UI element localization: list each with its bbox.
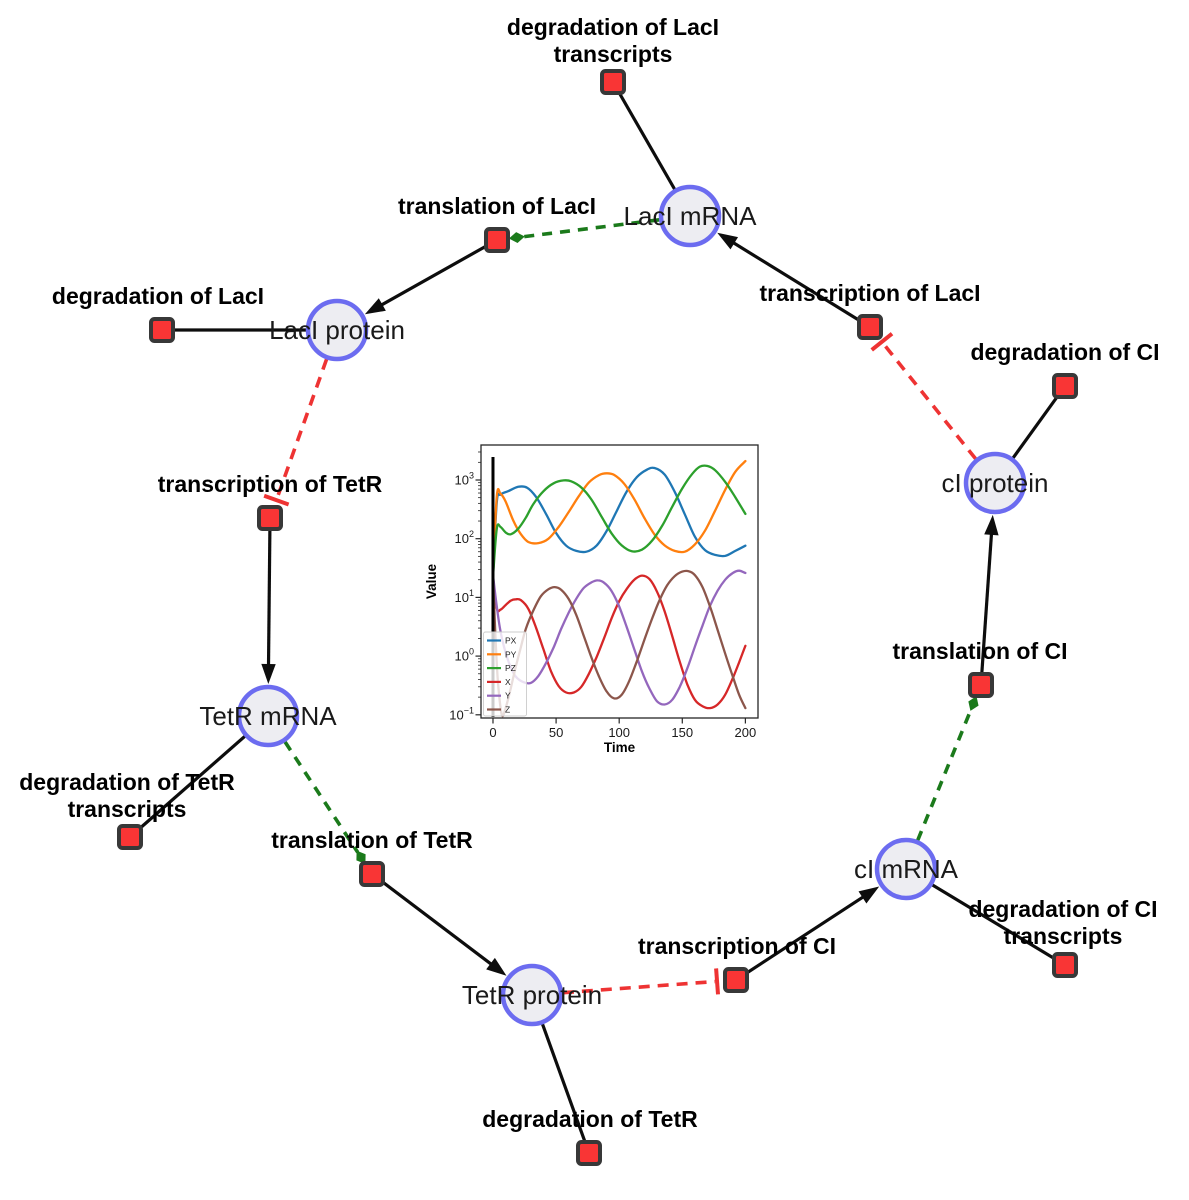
edge-production-tl_ci-ci_protein	[979, 524, 994, 686]
edges-layer	[128, 81, 1067, 1154]
reaction-node-deg_laci	[149, 317, 175, 343]
reaction-label-tc_tetr: transcription of TetR	[158, 471, 383, 497]
chart-legend: PX PY PZ XYZ	[483, 631, 527, 717]
reaction-label-deg_laci: degradation of LacI	[52, 283, 264, 309]
series-line-X	[491, 574, 747, 710]
edge-catalysis-tetr_mrna-tl_tetr-diamond-icon	[356, 850, 366, 864]
reaction-node-tl_tetr	[359, 861, 385, 887]
labels-layer: LacI mRNA LacI protein TetR mRNA TetR prote…	[19, 14, 1159, 1132]
series-line-PX	[491, 466, 747, 579]
edge-inhibition-laci_protein-tc_tetr	[275, 358, 329, 499]
series-line-PZ	[491, 464, 747, 579]
reaction-label-tl_laci: translation of LacI	[398, 193, 596, 219]
chart-y-tick-label: 101	[455, 588, 474, 605]
edge-catalysis-ci_mrna-tl_ci	[916, 708, 973, 841]
chart-x-tick-label: 150	[671, 725, 693, 740]
edge-inhibition-ci_protein-tc_laci	[881, 342, 978, 460]
legend-entry-PZ: PZ	[505, 663, 516, 673]
species-label-ci_protein: cI protein	[942, 468, 1049, 498]
reaction-label-tl_tetr: translation of TetR	[271, 827, 473, 853]
reaction-label-deg_tetr_tx: degradation of TetR transcripts	[19, 769, 235, 822]
edge-inhibition-tetr_protein-tc_ci	[562, 979, 716, 995]
species-label-laci_mrna: LacI mRNA	[624, 201, 758, 231]
edge-inhibition-ci_protein-tc_laci-tbar-icon	[870, 332, 894, 352]
edge-inhibition-laci_protein-tc_tetr-tbar-icon	[263, 493, 290, 507]
nodes-layer	[117, 69, 1078, 1166]
edge-production-tl_ci-ci_protein-arrowhead-icon	[984, 514, 999, 536]
reaction-node-deg_tetr	[576, 1140, 602, 1166]
edge-production-tc_tetr-tetr_mrna	[266, 517, 272, 675]
edge-production-tc_laci-laci_mrna-arrowhead-icon	[717, 232, 739, 250]
edge-catalysis-ci_mrna-tl_ci-diamond-icon	[968, 696, 979, 711]
edge-production-tl_laci-laci_protein	[372, 238, 498, 311]
chart-x-tick-label: 200	[735, 725, 757, 740]
species-node-laci_protein	[305, 298, 369, 362]
species-label-tetr_protein: TetR protein	[462, 980, 602, 1010]
chart-y-tick-label: 10−1	[449, 705, 474, 722]
reaction-node-deg_laci_tx	[600, 69, 626, 95]
chart-y-tick-label: 103	[455, 471, 474, 488]
edge-catalysis-laci_mrna-tl_laci	[522, 218, 660, 239]
species-node-tetr_protein	[500, 963, 564, 1027]
edge-production-tc_laci-laci_mrna	[724, 236, 871, 329]
species-label-laci_protein: LacI protein	[269, 315, 405, 345]
chart-background	[481, 445, 758, 718]
reaction-node-tc_laci	[857, 314, 883, 340]
legend-entry-PX: PX	[505, 636, 517, 646]
edge-production-tc_ci-ci_mrna	[735, 890, 872, 982]
legend-entry-Y: Y	[505, 691, 511, 701]
species-node-ci_protein	[963, 451, 1027, 515]
reaction-node-deg_ci_tx	[1052, 952, 1078, 978]
chart-x-tick-label: 100	[608, 725, 630, 740]
edge-inhibition-tetr_protein-tc_ci-tbar-icon	[714, 968, 720, 995]
chart-y-axis-label: Value	[424, 563, 439, 599]
edge-production-tc_tetr-tetr_mrna-arrowhead-icon	[261, 663, 276, 685]
chart-x-tick-label: 0	[489, 725, 496, 740]
species-node-tetr_mrna	[236, 684, 300, 748]
edge-production-tl_tetr-tetr_protein-arrowhead-icon	[486, 957, 507, 976]
reaction-label-deg_ci: degradation of CI	[970, 339, 1159, 365]
edge-catalysis-tetr_mrna-tl_tetr	[283, 740, 360, 854]
series-line-PY	[491, 459, 747, 579]
inset-chart: 0 50 100 150 20010310210110010−1TimeValuePXP…	[424, 444, 759, 755]
chart-y-tick-label: 100	[455, 647, 474, 664]
reaction-node-tc_ci	[723, 967, 749, 993]
reaction-node-tc_tetr	[257, 505, 283, 531]
edge-production-tl_laci-laci_protein-arrowhead-icon	[364, 298, 386, 315]
species-node-laci_mrna	[658, 184, 722, 248]
chart-x-axis-label: Time	[604, 740, 636, 755]
reaction-label-deg_tetr: degradation of TetR	[482, 1106, 698, 1132]
reaction-node-tl_laci	[484, 227, 510, 253]
species-node-ci_mrna	[874, 837, 938, 901]
reaction-label-tc_laci: transcription of LacI	[759, 280, 980, 306]
species-label-tetr_mrna: TetR mRNA	[199, 701, 337, 731]
reaction-node-deg_tetr_tx	[117, 824, 143, 850]
reaction-label-tl_ci: translation of CI	[892, 638, 1067, 664]
legend-entry-X: X	[505, 677, 511, 687]
species-label-ci_mrna: cI mRNA	[854, 854, 959, 884]
reaction-node-deg_ci	[1052, 373, 1078, 399]
edge-production-tc_ci-ci_mrna-arrowhead-icon	[858, 886, 880, 904]
legend-entry-PY: PY	[505, 649, 517, 659]
chart-y-tick-label: 102	[455, 529, 474, 546]
chart-x-tick-label: 50	[549, 725, 563, 740]
edge-production-tl_tetr-tetr_protein	[371, 872, 500, 971]
reaction-label-deg_laci_tx: degradation of LacI transcripts	[507, 14, 719, 67]
reaction-label-deg_ci_tx: degradation of CI transcripts	[968, 896, 1157, 949]
reaction-label-tc_ci: transcription of CI	[638, 933, 836, 959]
reaction-node-tl_ci	[968, 672, 994, 698]
legend-entry-Z: Z	[505, 705, 510, 715]
edge-catalysis-laci_mrna-tl_laci-diamond-icon	[508, 232, 525, 243]
